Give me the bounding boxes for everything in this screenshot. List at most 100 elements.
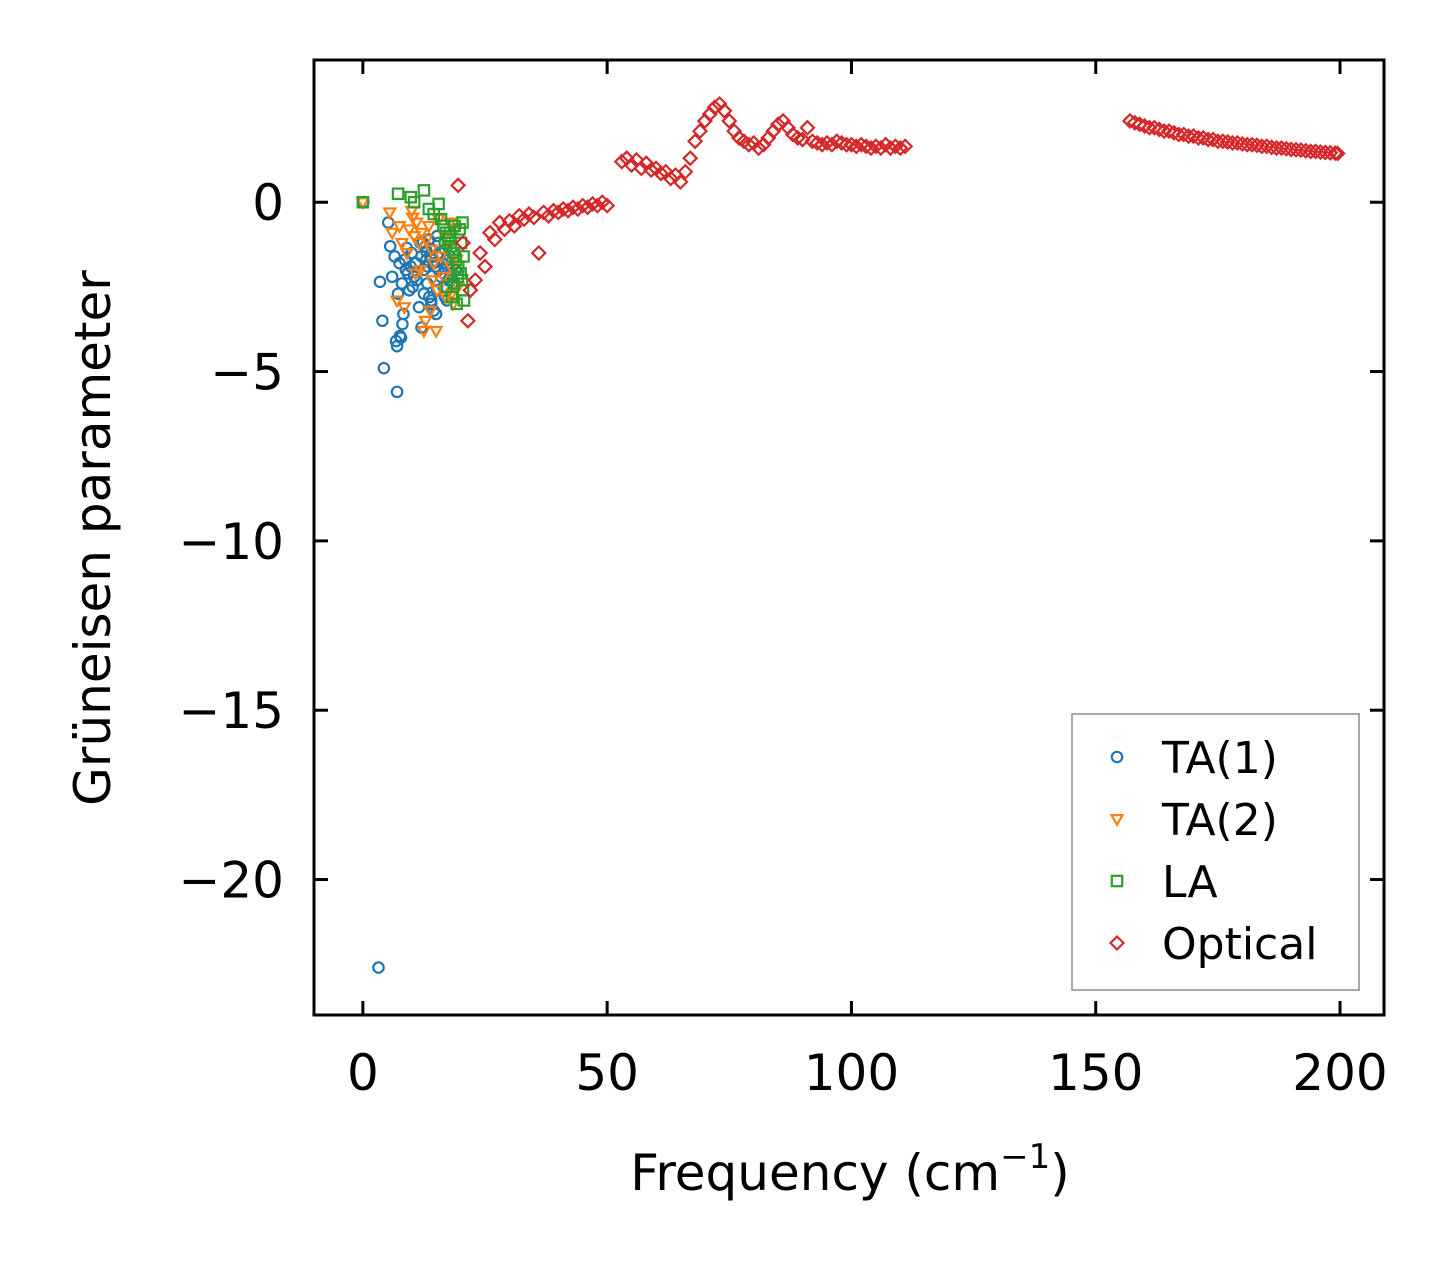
y-tick-label-1: −5: [210, 344, 284, 402]
data-point-3-12: [506, 217, 523, 234]
data-point-3-70: [799, 119, 816, 136]
legend-box: [1071, 713, 1360, 991]
data-point-3-60: [750, 139, 767, 157]
data-point-2-7: [432, 197, 445, 211]
data-point-3-4: [467, 272, 484, 289]
data-point-3-0: [450, 177, 467, 194]
data-point-3-115: [1239, 136, 1256, 153]
x-tick-label-1: 50: [575, 1044, 639, 1102]
data-point-2-31: [456, 216, 469, 229]
data-point-1-3: [392, 220, 407, 234]
data-point-3-133: [1327, 145, 1344, 162]
data-point-3-16: [525, 209, 542, 226]
data-point-3-64: [770, 116, 787, 133]
data-point-0-6: [383, 239, 397, 253]
data-point-3-36: [633, 160, 650, 177]
data-point-3-129: [1307, 143, 1324, 160]
data-point-0-65: [424, 297, 438, 311]
x-tick-label-3: 150: [1048, 1044, 1143, 1102]
data-point-2-19: [457, 294, 471, 307]
data-point-3-122: [1273, 139, 1290, 157]
data-point-2-1: [391, 187, 405, 201]
data-point-3-8: [486, 231, 503, 248]
data-point-1-39: [408, 268, 423, 282]
data-point-3-77: [833, 134, 850, 152]
data-point-0-1: [372, 961, 385, 974]
data-point-3-6: [476, 258, 494, 275]
data-point-3-102: [1175, 126, 1192, 143]
data-point-1-33: [394, 237, 410, 251]
x-axis-title-main: Frequency (cm: [630, 1144, 1000, 1202]
data-point-1-27: [399, 248, 415, 261]
x-axis-title: Frequency (cm−1): [630, 1137, 1070, 1202]
data-point-3-31: [599, 197, 616, 214]
data-point-3-101: [1170, 126, 1187, 143]
y-tick-label-0: 0: [252, 174, 284, 232]
data-point-3-116: [1244, 136, 1261, 153]
y-axis-title: Grüneisen parameter: [64, 270, 122, 806]
data-point-1-11: [416, 325, 432, 339]
legend-marker-2: [1110, 874, 1124, 888]
data-point-0-2: [373, 275, 387, 289]
data-point-3-93: [1131, 116, 1148, 133]
data-point-3-134: [1329, 145, 1346, 162]
data-point-0-7: [385, 270, 399, 284]
data-point-1-19: [436, 271, 451, 285]
data-point-3-109: [1209, 133, 1226, 150]
data-point-3-118: [1253, 138, 1270, 155]
data-point-3-120: [1263, 139, 1280, 156]
data-point-3-34: [623, 156, 640, 174]
data-point-0-19: [402, 283, 416, 297]
data-point-2-8: [434, 212, 448, 226]
x-axis-title-close: ): [1050, 1144, 1070, 1202]
data-point-3-106: [1195, 129, 1212, 146]
legend-marker-0: [1110, 750, 1124, 764]
data-point-3-96: [1146, 119, 1163, 136]
data-point-3-76: [828, 133, 845, 150]
legend-marker-3: [1108, 934, 1126, 952]
data-point-1-16: [428, 325, 444, 339]
data-point-2-28: [457, 250, 470, 263]
data-point-3-105: [1190, 129, 1207, 146]
data-point-0-4: [377, 361, 391, 375]
data-point-3-91: [1121, 112, 1138, 130]
data-point-2-27: [438, 236, 452, 250]
legend-label-1: TA(2): [1161, 795, 1278, 846]
data-point-2-16: [454, 267, 467, 280]
legend-label-0: TA(1): [1161, 733, 1278, 784]
data-point-0-10: [390, 385, 404, 399]
data-point-3-1: [454, 234, 472, 251]
data-point-1-1: [382, 207, 398, 221]
data-point-3-69: [794, 131, 811, 148]
data-point-1-28: [413, 264, 428, 278]
data-point-3-38: [643, 162, 660, 179]
y-tick-label-3: −15: [178, 682, 284, 740]
data-point-3-110: [1214, 133, 1231, 150]
data-point-3-114: [1234, 135, 1251, 153]
data-point-0-71: [393, 329, 407, 343]
data-point-1-5: [401, 224, 417, 238]
data-point-3-111: [1219, 133, 1236, 151]
data-point-3-103: [1180, 128, 1197, 145]
data-point-2-29: [451, 270, 464, 284]
data-point-1-38: [418, 315, 433, 329]
series-LA: [356, 184, 471, 311]
data-point-3-130: [1312, 144, 1329, 161]
x-axis-title-superscript: −1: [1000, 1137, 1050, 1177]
data-point-2-11: [442, 233, 455, 246]
data-point-3-119: [1258, 138, 1275, 155]
data-point-2-30: [447, 277, 461, 290]
data-point-3-107: [1200, 131, 1217, 148]
data-point-2-22: [450, 297, 463, 311]
data-point-1-30: [429, 285, 445, 299]
data-point-3-92: [1126, 114, 1143, 131]
data-point-1-8: [409, 217, 424, 231]
data-point-1-12: [419, 234, 434, 248]
data-point-3-112: [1224, 134, 1241, 152]
data-point-0-63: [417, 287, 431, 300]
data-point-3-97: [1151, 121, 1168, 138]
legend-item-TA(2): TA(2): [1109, 795, 1278, 846]
x-tick-label-4: 200: [1292, 1044, 1387, 1102]
data-point-1-0: [355, 197, 371, 211]
